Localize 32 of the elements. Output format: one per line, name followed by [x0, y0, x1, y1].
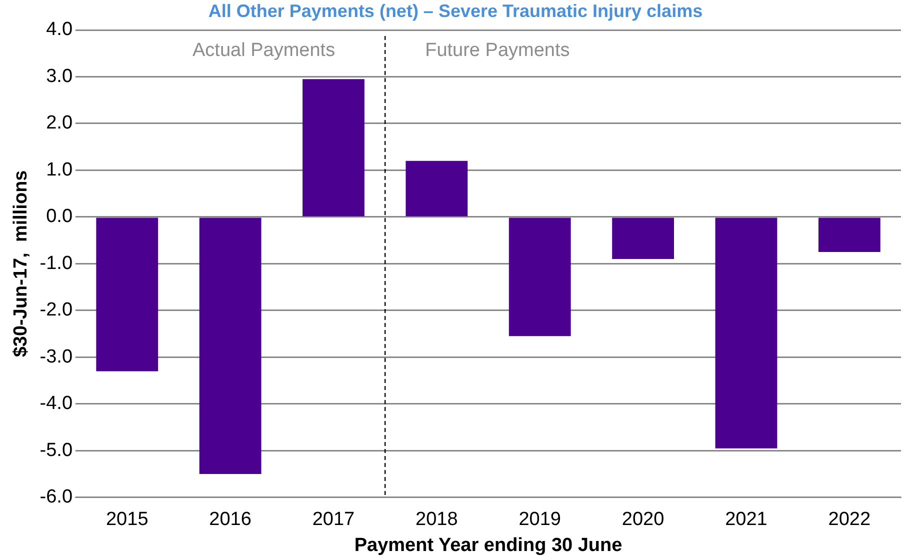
bar [199, 218, 262, 474]
x-tick-label: 2021 [725, 509, 768, 530]
y-tick-label: -1.0 [40, 252, 73, 274]
bar [508, 218, 571, 336]
bar [715, 218, 778, 448]
y-tick-label: 4.0 [46, 19, 73, 40]
bar [612, 218, 674, 260]
x-tick-label: 2019 [518, 509, 561, 530]
y-tick-label: -2.0 [40, 300, 73, 321]
bar [302, 79, 364, 216]
bar [96, 218, 158, 372]
y-tick-label: 3.0 [46, 66, 73, 87]
annotation: Future Payments [425, 40, 570, 62]
x-tick-label: 2015 [106, 509, 148, 530]
y-tick-label: -4.0 [40, 393, 73, 414]
annotation: Actual Payments [192, 40, 336, 62]
y-tick-label: -6.0 [40, 486, 73, 508]
x-tick-label: 2022 [828, 509, 871, 530]
y-tick-label: 2.0 [46, 112, 73, 134]
y-tick-label: 0.0 [46, 206, 73, 228]
x-tick-label: 2017 [312, 509, 355, 530]
y-axis-title: $30-Jun-17, millions [10, 170, 32, 358]
y-tick-label: -3.0 [40, 346, 73, 368]
bar [406, 160, 468, 216]
x-tick-label: 2020 [622, 509, 664, 530]
x-tick-label: 2018 [416, 509, 458, 530]
x-axis-title: Payment Year ending 30 June [354, 534, 622, 556]
y-tick-label: -5.0 [40, 440, 73, 461]
y-tick-label: 1.0 [46, 159, 73, 180]
bar [818, 218, 880, 252]
chart-title: All Other Payments (net) – Severe Traumatic Injury claims [208, 1, 703, 21]
x-tick-label: 2016 [209, 509, 252, 530]
